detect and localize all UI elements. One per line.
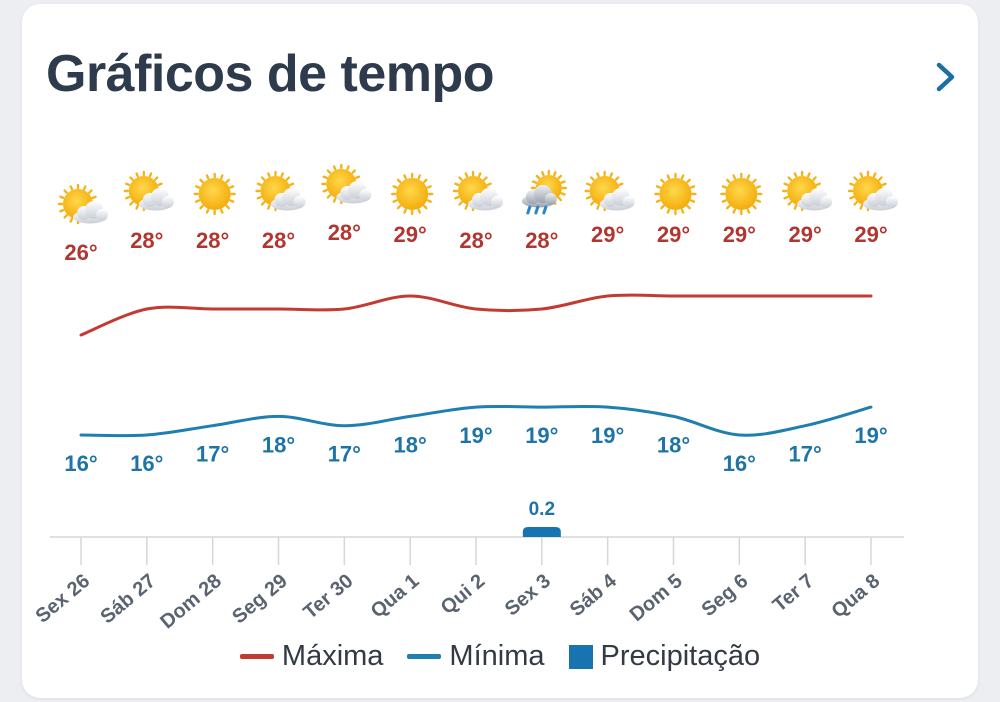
sun-cloud-icon <box>584 170 635 212</box>
max-temp-label: 28° <box>459 228 492 253</box>
max-temp-label: 28° <box>196 228 229 253</box>
max-temp-label: 29° <box>394 222 427 247</box>
min-temp-label: 17° <box>328 442 361 467</box>
sun-icon <box>193 172 236 216</box>
legend-swatch-precip <box>568 644 593 669</box>
min-temp-label: 19° <box>854 423 887 448</box>
min-temp-label: 19° <box>459 423 492 448</box>
x-tick-label: Seg 29 <box>228 570 292 628</box>
series-line-max <box>79 293 873 337</box>
min-temp-label: 18° <box>394 432 427 457</box>
x-tick-label: Ter 7 <box>769 570 819 617</box>
legend-item-min: Mínima <box>407 640 545 673</box>
max-temp-label: 29° <box>657 222 690 247</box>
min-temp-label: 18° <box>657 432 690 457</box>
legend-item-max: Máxima <box>239 640 384 673</box>
legend-swatch-max <box>239 654 274 659</box>
min-temp-label: 17° <box>196 442 229 467</box>
legend-label-precip: Precipitação <box>600 640 761 672</box>
min-temp-label: 17° <box>789 442 822 467</box>
max-temp-label: 29° <box>591 222 624 247</box>
x-tick-label: Dom 5 <box>626 570 687 626</box>
max-temp-label: 29° <box>854 222 887 247</box>
legend-label-min: Mínima <box>449 640 545 672</box>
x-tick-label: Qua 8 <box>827 570 884 623</box>
precip-label: 0.2 <box>529 499 555 520</box>
sun-cloud-icon <box>781 170 833 212</box>
max-temp-label: 29° <box>789 222 822 247</box>
sun-icon <box>390 172 434 216</box>
x-tick-label: Sáb 27 <box>97 570 161 628</box>
legend-label-max: Máxima <box>281 640 384 672</box>
weather-chart-card: Gráficos de tempo 26° 28° 28° 28° 28° 29° 28° 2… <box>22 4 978 698</box>
min-temp-label: 19° <box>525 423 558 448</box>
x-tick-label: Sáb 4 <box>566 569 622 621</box>
x-tick-label: Seg 6 <box>698 570 753 621</box>
chevron-right-icon[interactable] <box>927 59 963 95</box>
max-temp-label: 28° <box>328 220 361 245</box>
x-tick-label: Dom 28 <box>156 570 225 633</box>
max-temp-label: 28° <box>262 228 295 253</box>
sun-cloud-icon <box>452 170 503 212</box>
sun-icon <box>654 172 697 216</box>
precip-bar <box>522 527 561 537</box>
min-temp-label: 19° <box>591 423 624 448</box>
min-temp-label: 16° <box>130 451 163 476</box>
max-temp-label: 29° <box>723 222 756 247</box>
x-tick-label: Qui 2 <box>437 570 489 619</box>
max-temp-label: 28° <box>130 228 163 253</box>
x-tick-label: Sex 26 <box>32 570 95 628</box>
min-temp-label: 16° <box>723 451 756 476</box>
sun-cloud-icon <box>847 170 898 212</box>
series-line-min <box>79 404 873 438</box>
min-temp-label: 16° <box>64 451 97 476</box>
page-title: Gráficos de tempo <box>46 45 495 103</box>
sun-rain-cloud-icon <box>521 169 568 215</box>
min-temp-label: 18° <box>262 432 295 457</box>
sun-cloud-icon <box>123 170 174 212</box>
chart-legend: Máxima Mínima Precipitação <box>22 640 978 673</box>
sun-cloud-icon <box>321 163 372 205</box>
x-tick-label: Sex 3 <box>501 570 555 620</box>
legend-item-precip: Precipitação <box>568 640 761 673</box>
x-tick-label: Ter 30 <box>299 570 357 624</box>
max-temp-label: 26° <box>64 240 97 265</box>
weather-chart: 26° 28° 28° 28° 28° 29° 28° 28° 29° 29° 29° 29° 29° 1… <box>32 163 904 633</box>
max-temp-label: 28° <box>525 228 558 253</box>
legend-swatch-min <box>407 654 442 659</box>
sun-cloud-icon <box>57 183 108 225</box>
x-tick-label: Qua 1 <box>367 570 424 623</box>
sun-icon <box>720 172 763 216</box>
sun-cloud-icon <box>255 170 306 212</box>
